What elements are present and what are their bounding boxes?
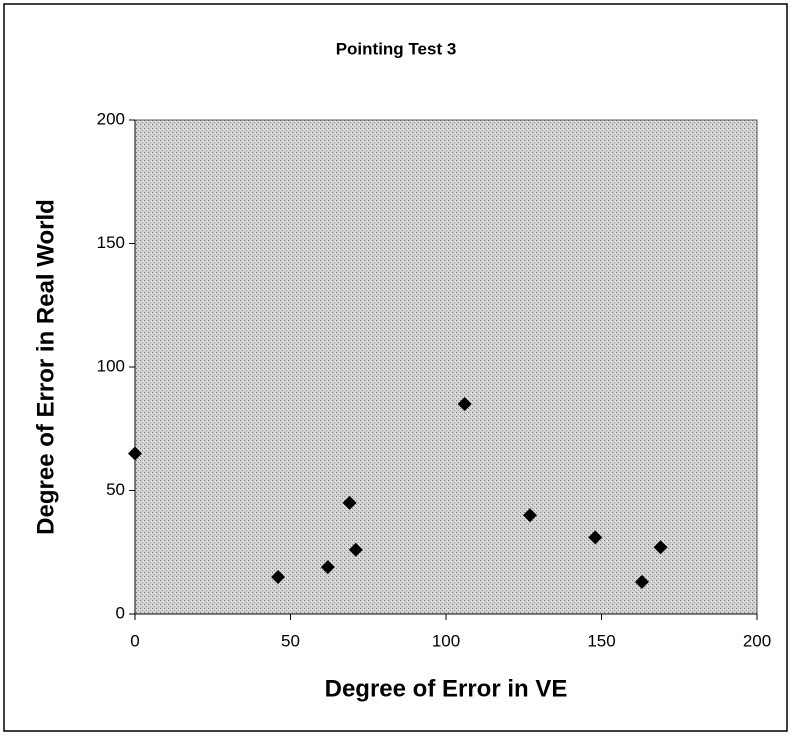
x-axis-label: Degree of Error in VE (325, 675, 568, 702)
x-tick-label: 50 (281, 631, 300, 650)
point (348, 542, 363, 557)
y-tick-label: 150 (97, 233, 125, 252)
point (653, 540, 668, 555)
point (634, 574, 649, 589)
point (588, 530, 603, 545)
y-tick-label: 0 (116, 603, 125, 622)
y-tick-label: 100 (97, 356, 125, 375)
point (522, 508, 537, 523)
x-tick-label: 0 (130, 631, 139, 650)
point (271, 569, 286, 584)
y-tick-label: 50 (106, 480, 125, 499)
y-axis-label: Degree of Error in Real World (32, 199, 59, 535)
point (457, 397, 472, 412)
point (128, 446, 142, 461)
point (342, 495, 357, 510)
plot-area (134, 119, 758, 615)
x-tick-label: 100 (432, 631, 460, 650)
x-tick-label: 200 (743, 631, 771, 650)
chart-title: Pointing Test 3 (336, 39, 457, 58)
point (320, 560, 335, 575)
x-tick-label: 150 (587, 631, 615, 650)
y-tick-label: 200 (97, 109, 125, 128)
